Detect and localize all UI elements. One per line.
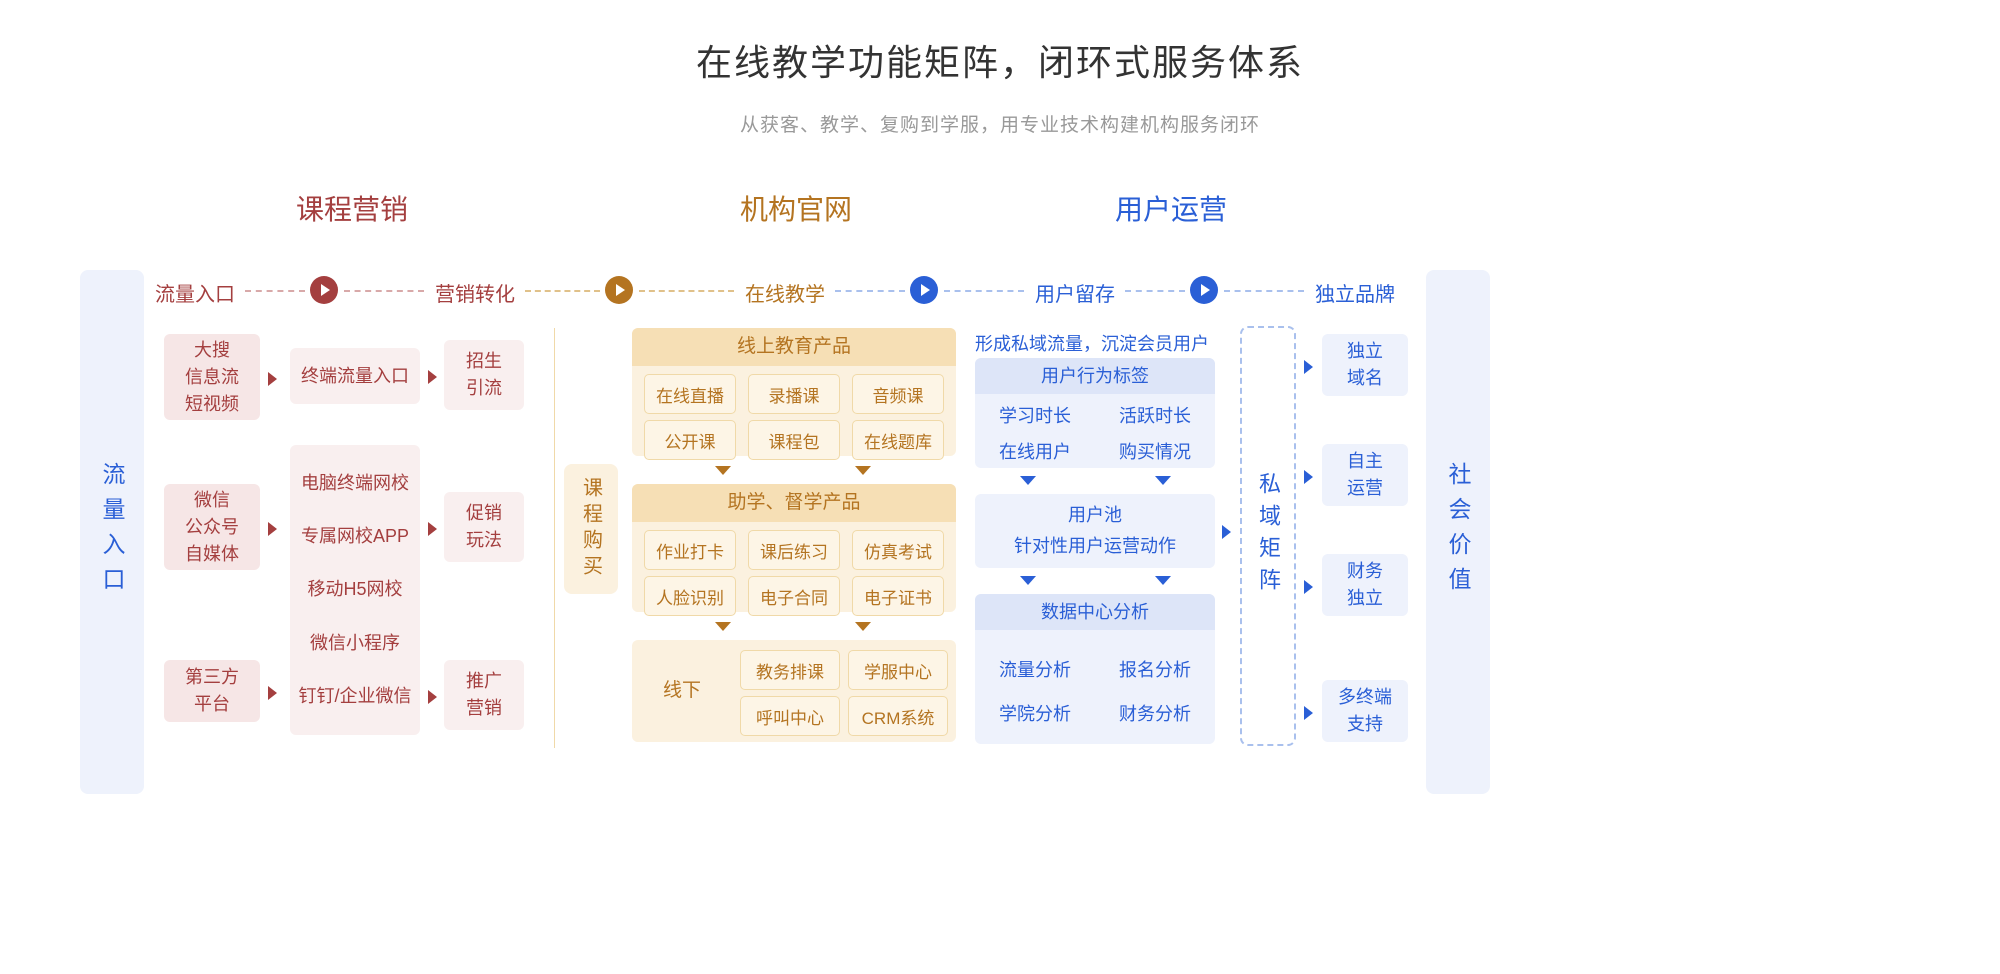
chip: 作业打卡 — [644, 530, 736, 570]
chevron-down-icon — [1020, 476, 1036, 485]
box-dasou: 大搜 信息流 短视频 — [164, 334, 260, 420]
chevron-right-icon — [1304, 706, 1313, 720]
section-header-marketing: 课程营销 — [296, 188, 408, 228]
box-app: 专属网校APP — [301, 523, 409, 550]
chevron-right-icon — [268, 372, 277, 386]
box-promo: 促销 玩法 — [444, 492, 524, 562]
chevron-down-icon — [1020, 576, 1036, 585]
chevron-down-icon — [855, 622, 871, 631]
chip: 公开课 — [644, 420, 736, 460]
dash — [245, 290, 305, 292]
dash — [835, 290, 905, 292]
label: 在线用户 — [999, 438, 1071, 464]
label: 购买情况 — [1119, 438, 1191, 464]
chevron-right-icon — [1304, 360, 1313, 374]
page-title: 在线教学功能矩阵，闭环式服务体系 — [0, 0, 2000, 86]
chip: 课程包 — [748, 420, 840, 460]
chevron-right-icon — [268, 686, 277, 700]
pillar-private-domain: 私域矩阵 — [1240, 326, 1296, 746]
chevron-down-icon — [715, 622, 731, 631]
box-finance: 财务 独立 — [1322, 554, 1408, 616]
chevron-down-icon — [1155, 576, 1171, 585]
orange-title-offline: 线下 — [632, 640, 732, 742]
box-multiterminal: 多终端 支持 — [1322, 680, 1408, 742]
box-pc-school: 电脑终端网校 — [301, 470, 409, 497]
chevron-right-icon — [1304, 470, 1313, 484]
dash — [525, 290, 600, 292]
dash — [1224, 290, 1304, 292]
chip: 教务排课 — [740, 650, 840, 690]
chip: 学服中心 — [848, 650, 948, 690]
chevron-right-icon — [428, 690, 437, 704]
play-icon — [310, 276, 338, 304]
label: 活跃时长 — [1119, 402, 1191, 428]
stage-teaching: 在线教学 — [745, 278, 825, 307]
box-dingtalk: 钉钉/企业微信 — [298, 683, 411, 710]
play-icon — [910, 276, 938, 304]
label: 报名分析 — [1119, 656, 1191, 682]
box-h5: 移动H5网校 — [307, 576, 402, 603]
box-thirdparty: 第三方 平台 — [164, 660, 260, 722]
chip: 录播课 — [748, 374, 840, 414]
chevron-right-icon — [1222, 525, 1231, 539]
page-subtitle: 从获客、教学、复购到学服，用专业技术构建机构服务闭环 — [0, 110, 2000, 137]
box-miniprogram: 微信小程序 — [310, 630, 400, 657]
play-icon — [1190, 276, 1218, 304]
chip: 在线题库 — [852, 420, 944, 460]
pillar-traffic: 流量入口 — [80, 270, 144, 794]
box-terminal: 终端流量入口 — [290, 348, 420, 404]
stage-brand: 独立品牌 — [1315, 278, 1395, 307]
blue-caption: 形成私域流量，沉淀会员用户 — [975, 330, 1209, 356]
chevron-right-icon — [428, 370, 437, 384]
dash — [944, 290, 1024, 292]
chip: 音频课 — [852, 374, 944, 414]
play-icon — [605, 276, 633, 304]
chevron-right-icon — [268, 522, 277, 536]
box-self-operate: 自主 运营 — [1322, 444, 1408, 506]
label-userpool: 用户池 — [1068, 502, 1122, 529]
label: 财务分析 — [1119, 700, 1191, 726]
chevron-right-icon — [428, 522, 437, 536]
box-domain: 独立 域名 — [1322, 334, 1408, 396]
chip: 仿真考试 — [852, 530, 944, 570]
section-header-official: 机构官网 — [740, 188, 852, 228]
dash — [639, 290, 734, 292]
divider — [554, 328, 555, 748]
chip: 在线直播 — [644, 374, 736, 414]
box-recruit: 招生 引流 — [444, 340, 524, 410]
stage-retention: 用户留存 — [1035, 278, 1115, 307]
chevron-down-icon — [715, 466, 731, 475]
chevron-down-icon — [855, 466, 871, 475]
pillar-purchase: 课程购买 — [564, 464, 618, 594]
chip: 电子合同 — [748, 576, 840, 616]
box-wechat: 微信 公众号 自媒体 — [164, 484, 260, 570]
chip: 电子证书 — [852, 576, 944, 616]
label: 学院分析 — [999, 700, 1071, 726]
orange-title-study: 助学、督学产品 — [632, 484, 956, 522]
stage-conversion: 营销转化 — [435, 278, 515, 307]
box-spread: 推广 营销 — [444, 660, 524, 730]
label: 学习时长 — [999, 402, 1071, 428]
dash — [344, 290, 424, 292]
section-header-operation: 用户运营 — [1115, 188, 1227, 228]
chip: 呼叫中心 — [740, 696, 840, 736]
label: 流量分析 — [999, 656, 1071, 682]
chip: 人脸识别 — [644, 576, 736, 616]
orange-title-online: 线上教育产品 — [632, 328, 956, 366]
pillar-social-value: 社会价值 — [1426, 270, 1490, 794]
stage-traffic: 流量入口 — [155, 278, 235, 307]
blue-title-analytics: 数据中心分析 — [975, 594, 1215, 630]
dash — [1125, 290, 1185, 292]
blue-title-behavior: 用户行为标签 — [975, 358, 1215, 394]
label-targeted: 针对性用户运营动作 — [1014, 533, 1176, 560]
chip: CRM系统 — [848, 696, 948, 736]
chevron-right-icon — [1304, 580, 1313, 594]
chip: 课后练习 — [748, 530, 840, 570]
chevron-down-icon — [1155, 476, 1171, 485]
